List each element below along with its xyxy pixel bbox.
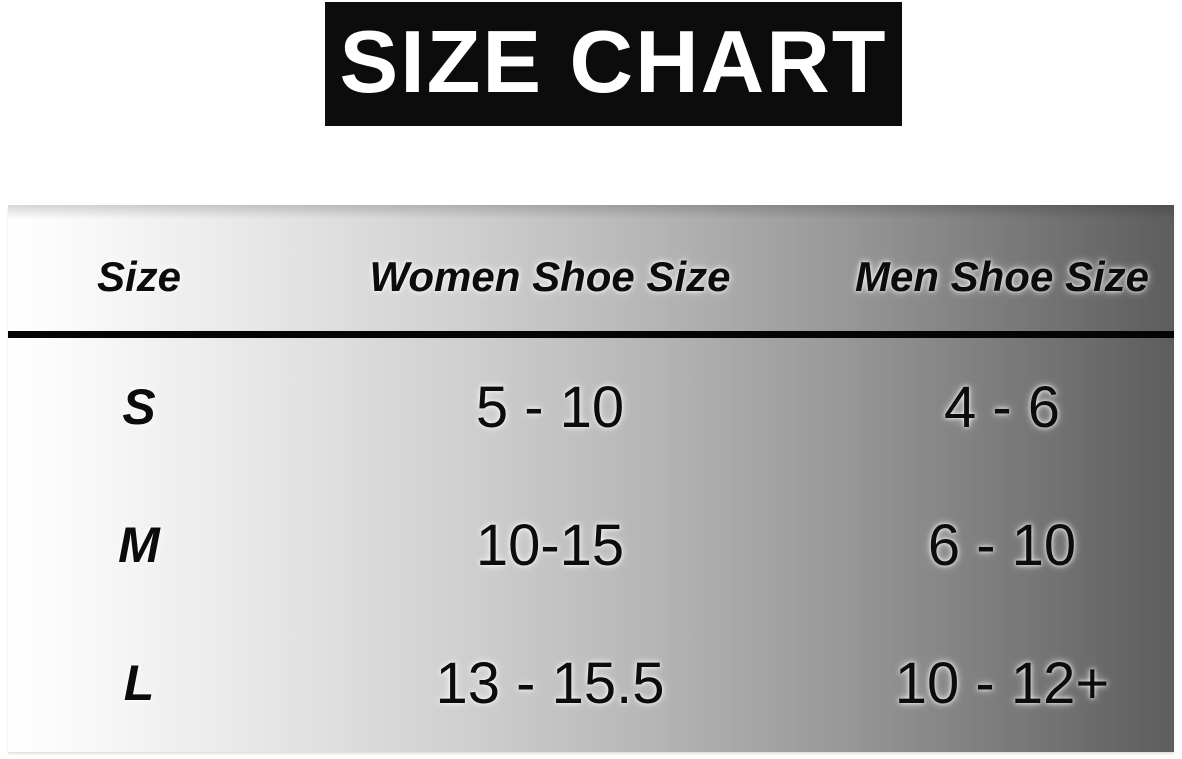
table-row-s-size: S [122,379,156,435]
table-row-s-women-value: 5 - 10 [475,374,625,440]
page-title: SIZE CHART [339,12,888,111]
column-header-size: Size [96,253,182,300]
table-row-m-men-value: 6 - 10 [927,512,1077,578]
table-row-m-size: M [118,517,160,573]
title-banner: SIZE CHART [325,2,902,126]
table-row-m-women-value: 10-15 [475,512,625,578]
column-header-women-shoe-size: Women Shoe Size [369,253,731,300]
size-table: Size Women Shoe Size Men Shoe Size S 5 -… [8,205,1174,752]
table-row-l-women-value: 13 - 15.5 [435,650,665,716]
table-row-l-size: L [123,655,155,711]
header-divider [8,331,1174,338]
column-header-men-shoe-size: Men Shoe Size [854,253,1150,300]
table-row-l-men-value: 10 - 12+ [894,650,1110,716]
table-row-s-men-value: 4 - 6 [943,374,1061,440]
